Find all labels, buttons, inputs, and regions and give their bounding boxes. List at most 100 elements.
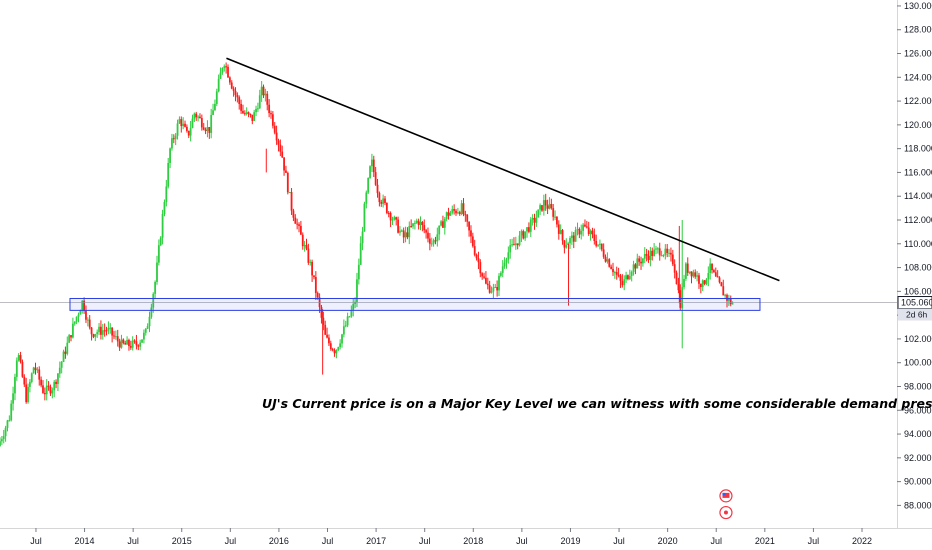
y-axis[interactable]: 130.000 128.000 126.000 124.000 122.000 120.0… <box>897 0 932 528</box>
candle-body <box>133 340 136 342</box>
resistance-trendline[interactable] <box>226 57 780 282</box>
candle-body <box>384 198 386 204</box>
candle-body <box>101 330 104 335</box>
candle-body <box>720 282 723 287</box>
candle-body <box>539 205 542 210</box>
current-price-tag[interactable]: 105.060 <box>897 296 932 310</box>
candle-body <box>326 334 328 338</box>
candle-body <box>322 317 325 325</box>
x-tick-label: Jul <box>225 536 237 546</box>
candle-body <box>29 381 31 387</box>
candle-body <box>225 66 228 68</box>
candle-body <box>526 227 528 232</box>
candle-body <box>131 340 134 348</box>
candle-body <box>542 200 545 211</box>
candle-body <box>485 277 487 284</box>
candle-body <box>593 234 596 242</box>
candle-body <box>531 218 534 220</box>
candle-body <box>214 103 216 111</box>
candle-body <box>8 420 11 422</box>
candle-body <box>92 334 95 337</box>
candle-body <box>51 390 54 394</box>
candle-body <box>122 339 125 343</box>
candle-body <box>86 319 89 321</box>
candle-body <box>610 266 613 269</box>
candle-body <box>488 285 491 293</box>
candle-body <box>60 361 63 368</box>
candle-body <box>438 225 441 235</box>
candle-body <box>711 263 713 271</box>
candle-body <box>363 203 366 232</box>
candle-body <box>42 385 44 393</box>
candle-body <box>481 273 484 277</box>
candle-body <box>393 217 396 220</box>
y-tick-label: 94.000 <box>904 429 932 439</box>
x-axis[interactable]: Jul 2014 Jul 2015 Jul 2016 Jul 2017 Jul 2018 Jul 20… <box>0 528 932 546</box>
key-level-zone[interactable] <box>69 297 761 311</box>
candle-body <box>335 349 338 354</box>
candle-body <box>197 116 200 118</box>
chart-annotation[interactable]: UJ's Current price is on a Major Key Lev… <box>262 396 932 411</box>
candle-body <box>77 314 80 317</box>
candle-body <box>404 232 407 238</box>
flag-event-icon[interactable] <box>719 489 733 503</box>
earnings-event-icon[interactable] <box>719 505 733 520</box>
candle-body <box>380 202 383 204</box>
candle-body <box>554 216 556 218</box>
candle-body <box>348 316 351 318</box>
candle-body <box>342 326 345 335</box>
candle-body <box>387 212 390 214</box>
candle-body <box>258 95 261 109</box>
candle-body <box>255 108 257 113</box>
candle-body <box>668 252 670 254</box>
y-tick-label: 92.000 <box>904 453 932 463</box>
candle-body <box>550 203 553 209</box>
candle-body <box>649 250 652 260</box>
candle-body <box>281 151 284 158</box>
candle-body <box>156 262 158 283</box>
y-tick-label: 120.000 <box>904 120 932 130</box>
candle-body <box>47 385 50 387</box>
candle-body <box>139 342 142 347</box>
candle-body <box>185 126 188 131</box>
candle-body <box>275 132 278 141</box>
candle-body <box>451 209 454 213</box>
candle-body <box>294 217 297 224</box>
candle-body <box>200 118 203 128</box>
candle-body <box>599 243 601 245</box>
candle-body <box>636 258 639 269</box>
candle-body <box>180 119 183 127</box>
candle-body <box>462 203 465 215</box>
candle-body <box>234 90 237 95</box>
candle-body <box>561 230 564 241</box>
candle-body <box>40 379 43 386</box>
candle-body <box>374 172 377 185</box>
candle-body <box>210 114 213 133</box>
candle-body <box>520 231 523 236</box>
candle-body <box>419 221 422 225</box>
candle-body <box>202 127 205 130</box>
candle-body <box>109 327 112 329</box>
candle-body <box>415 220 418 223</box>
candle-body <box>299 225 302 235</box>
x-tick-label: Jul <box>127 536 139 546</box>
candle-body <box>144 328 147 333</box>
candle-body <box>264 93 267 96</box>
candle-body <box>90 327 93 335</box>
candle-body <box>427 232 429 239</box>
y-tick-label: 130.000 <box>904 1 932 11</box>
candle-body <box>727 297 730 301</box>
candle-body <box>271 114 274 126</box>
y-tick-label: 128.000 <box>904 25 932 35</box>
candle-body <box>473 246 476 255</box>
y-tick-label: 112.000 <box>904 215 932 225</box>
candle-body <box>509 245 512 253</box>
candle-body <box>23 376 26 385</box>
candle-body <box>690 271 693 277</box>
candle-body <box>372 159 375 173</box>
candle-body <box>49 386 52 394</box>
candle-body <box>522 231 525 239</box>
y-tick-label: 126.000 <box>904 49 932 59</box>
y-tick-label: 110.000 <box>904 239 932 249</box>
